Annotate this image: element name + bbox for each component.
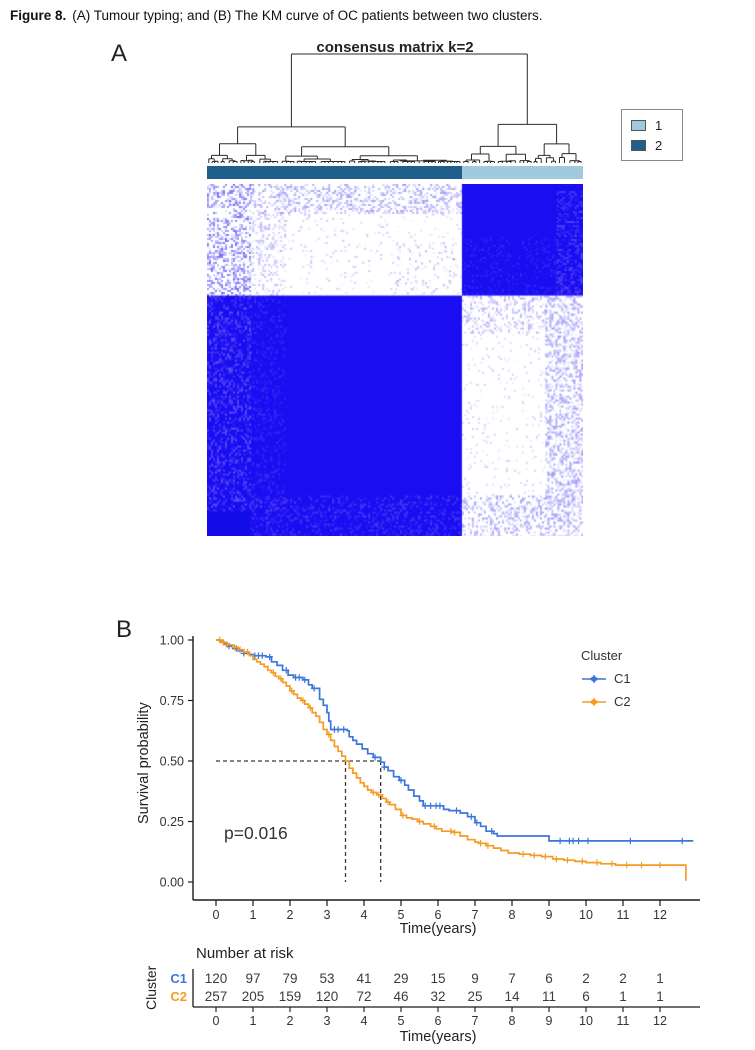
risk-count-c1-t9: 6 — [545, 971, 553, 986]
y-axis-title: Survival probability — [136, 702, 152, 824]
risk-table-title: Number at risk — [196, 945, 294, 962]
censor-marks-c1 — [225, 642, 686, 845]
risk-count-c2-t7: 25 — [467, 989, 482, 1004]
cluster1-legend-label: 1 — [655, 117, 663, 133]
km-legend-marker-c2 — [582, 697, 606, 706]
risk-count-c1-t6: 15 — [430, 971, 445, 986]
x-tick-label: 11 — [617, 908, 630, 922]
risk-x-axis-title: Time(years) — [400, 1029, 477, 1045]
km-legend-rows: C1 C2 — [581, 671, 631, 709]
y-tick-label: 1.00 — [160, 634, 184, 648]
consensus-matrix-title: consensus matrix k=2 — [316, 39, 474, 56]
censor-marks-c2 — [216, 636, 664, 869]
risk-count-c1-t1: 97 — [245, 971, 260, 986]
risk-count-c2-t12: 1 — [656, 989, 664, 1004]
risk-count-c2-t4: 72 — [356, 989, 371, 1004]
y-tick-label: 0.75 — [160, 694, 184, 708]
cluster2-annotation-segment — [207, 166, 462, 179]
figure-caption-number: Figure 8. — [10, 8, 67, 23]
x-tick-label: 0 — [213, 908, 220, 922]
risk-table-axis-label: Cluster — [143, 965, 159, 1011]
km-legend-item-c2: C2 — [581, 694, 631, 709]
risk-tick-label: 2 — [287, 1014, 294, 1028]
y-tick-label: 0.50 — [160, 755, 184, 769]
risk-count-c1-t3: 53 — [319, 971, 334, 986]
x-tick-label: 7 — [472, 908, 479, 922]
risk-count-c1-t11: 2 — [619, 971, 627, 986]
pvalue-annotation: p=0.016 — [224, 823, 288, 843]
risk-tick-label: 3 — [324, 1014, 331, 1028]
risk-count-c2-t5: 46 — [393, 989, 408, 1004]
x-tick-label: 6 — [435, 908, 442, 922]
x-axis-title: Time(years) — [400, 921, 477, 937]
x-tick-label: 10 — [579, 908, 593, 922]
risk-count-c1-t10: 2 — [582, 971, 590, 986]
km-legend-label-c1: C1 — [614, 671, 631, 686]
dendrogram-branches — [208, 53, 582, 163]
cluster-annotation-bar — [207, 166, 583, 179]
risk-count-c2-t10: 6 — [582, 989, 590, 1004]
cluster2-legend-label: 2 — [655, 137, 663, 153]
y-tick-label: 0.00 — [160, 876, 184, 890]
risk-count-c1-t2: 79 — [282, 971, 297, 986]
risk-count-c1-t5: 29 — [393, 971, 408, 986]
consensus-heatmap — [207, 184, 583, 536]
x-tick-label: 3 — [324, 908, 331, 922]
risk-tick-label: 12 — [653, 1014, 667, 1028]
risk-count-c1-t8: 7 — [508, 971, 516, 986]
risk-tick-label: 9 — [546, 1014, 553, 1028]
km-legend-marker-c1 — [582, 674, 606, 683]
cluster2-color-swatch — [631, 139, 646, 151]
panel-a-legend: 1 2 — [621, 109, 683, 161]
figure-caption: Figure 8. (A) Tumour typing; and (B) The … — [10, 7, 750, 25]
cluster1-color-swatch — [631, 119, 646, 131]
panel-b-label: B — [116, 616, 133, 643]
km-legend-label-c2: C2 — [614, 694, 631, 709]
cluster1-annotation-segment — [461, 166, 583, 179]
risk-tick-label: 1 — [250, 1014, 257, 1028]
km-legend-item-c1: C1 — [581, 671, 631, 686]
risk-tick-label: 6 — [435, 1014, 442, 1028]
risk-row-label-c1: C1 — [170, 971, 187, 986]
risk-count-c1-t7: 9 — [471, 971, 479, 986]
x-tick-label: 12 — [653, 908, 667, 922]
km-legend: Cluster C1 C2 — [581, 648, 631, 709]
risk-tick-label: 4 — [361, 1014, 368, 1028]
risk-tick-label: 8 — [509, 1014, 516, 1028]
x-tick-label: 1 — [250, 908, 257, 922]
risk-row-label-c2: C2 — [170, 989, 187, 1004]
risk-count-c2-t3: 120 — [316, 989, 339, 1004]
risk-table: C1 120 97 79 53 41 29 15 9 7 6 2 2 1C2 257 205 159 120 72 4… — [170, 969, 700, 1045]
panel-a-label: A — [111, 40, 128, 67]
risk-count-c2-t8: 14 — [504, 989, 520, 1004]
x-tick-label: 2 — [287, 908, 294, 922]
figure-caption-text: (A) Tumour typing; and (B) The KM curve … — [72, 8, 543, 23]
risk-tick-label: 5 — [398, 1014, 405, 1028]
risk-count-c2-t2: 159 — [279, 989, 302, 1004]
risk-tick-label: 0 — [213, 1014, 220, 1028]
risk-count-c2-t1: 205 — [242, 989, 265, 1004]
x-tick-label: 9 — [546, 908, 553, 922]
risk-count-c1-t4: 41 — [356, 971, 371, 986]
risk-count-c2-t11: 1 — [619, 989, 627, 1004]
risk-count-c1-t12: 1 — [656, 971, 664, 986]
risk-count-c1-t0: 120 — [205, 971, 228, 986]
y-tick-label: 0.25 — [160, 815, 184, 829]
risk-tick-label: 7 — [472, 1014, 479, 1028]
x-tick-label: 5 — [398, 908, 405, 922]
dendrogram — [208, 53, 582, 163]
km-plot: 1.000.750.500.250.000 1 2 3 4 5 6 7 8 9 10 11 12Time… — [160, 634, 700, 937]
risk-tick-label: 11 — [617, 1014, 630, 1028]
legend-item-cluster2: 2 — [631, 138, 682, 153]
risk-count-c2-t6: 32 — [430, 989, 445, 1004]
risk-count-c2-t9: 11 — [542, 989, 556, 1004]
risk-count-c2-t0: 257 — [205, 989, 228, 1004]
legend-item-cluster1: 1 — [631, 118, 682, 133]
x-tick-label: 8 — [509, 908, 516, 922]
km-legend-title: Cluster — [581, 648, 623, 663]
risk-tick-label: 10 — [579, 1014, 593, 1028]
x-tick-label: 4 — [361, 908, 368, 922]
